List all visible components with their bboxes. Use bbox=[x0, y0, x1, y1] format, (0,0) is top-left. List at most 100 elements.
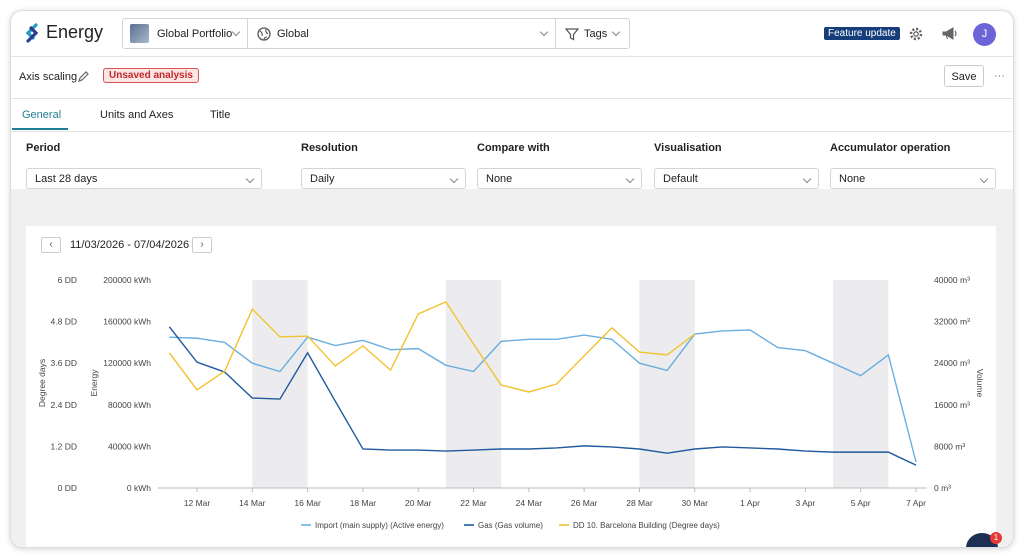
filter-label: Resolution bbox=[301, 142, 358, 154]
settings-icon[interactable] bbox=[908, 26, 924, 42]
y-tick-label: 0 m³ bbox=[934, 483, 951, 493]
legend-label: Gas (Gas volume) bbox=[478, 521, 543, 530]
y-tick-label: 120000 kWh bbox=[103, 358, 151, 368]
x-tick-label: 3 Apr bbox=[795, 498, 815, 508]
filter-select[interactable]: Daily bbox=[301, 168, 466, 189]
analysis-title: Axis scaling bbox=[19, 71, 78, 83]
x-tick-label: 30 Mar bbox=[682, 498, 709, 508]
x-tick-label: 24 Mar bbox=[516, 498, 543, 508]
series-line bbox=[168, 300, 696, 393]
axis-title: Energy bbox=[89, 369, 99, 397]
filter-value: Daily bbox=[310, 173, 335, 185]
globe-icon bbox=[257, 27, 271, 41]
weekend-band bbox=[833, 280, 889, 488]
filter-select[interactable]: None bbox=[477, 168, 642, 189]
x-tick-label: 26 Mar bbox=[571, 498, 598, 508]
tab[interactable]: Title bbox=[210, 109, 231, 121]
y-tick-label: 32000 m³ bbox=[934, 317, 970, 327]
axis-title: Degree days bbox=[37, 359, 47, 407]
x-tick-label: 28 Mar bbox=[626, 498, 653, 508]
y-tick-label: 40000 m³ bbox=[934, 275, 970, 285]
y-tick-label: 0 kWh bbox=[127, 483, 151, 493]
chat-badge: 1 bbox=[990, 532, 1002, 544]
y-tick-label: 80000 kWh bbox=[108, 400, 151, 410]
x-tick-label: 22 Mar bbox=[460, 498, 487, 508]
chevron bbox=[979, 174, 989, 184]
x-tick-label: 20 Mar bbox=[405, 498, 432, 508]
edit-icon[interactable] bbox=[77, 71, 89, 83]
x-tick-label: 18 Mar bbox=[350, 498, 377, 508]
filter-select[interactable]: Last 28 days bbox=[26, 168, 262, 189]
filter-select[interactable]: None bbox=[830, 168, 996, 189]
more-menu[interactable]: ··· bbox=[994, 70, 1005, 82]
y-tick-label: 2.4 DD bbox=[51, 400, 77, 410]
y-tick-label: 24000 m³ bbox=[934, 358, 970, 368]
x-tick-label: 14 Mar bbox=[239, 498, 266, 508]
tab-bar: General Units and Axes Title bbox=[11, 99, 1013, 132]
filter-value: Default bbox=[663, 173, 698, 185]
filter-select[interactable]: Default bbox=[654, 168, 819, 189]
unsaved-badge: Unsaved analysis bbox=[103, 68, 199, 83]
chevron bbox=[245, 174, 255, 184]
filter-value: Last 28 days bbox=[35, 173, 98, 185]
y-tick-label: 0 DD bbox=[58, 483, 77, 493]
toolbar: Axis scaling Unsaved analysis Save ··· bbox=[11, 57, 1013, 99]
portfolio-name: Global Portfolio bbox=[157, 28, 233, 40]
y-tick-label: 200000 kWh bbox=[103, 275, 151, 285]
legend-label: Import (main supply) (Active energy) bbox=[315, 521, 444, 530]
x-tick-label: 5 Apr bbox=[851, 498, 871, 508]
legend-label: DD 10. Barcelona Building (Degree days) bbox=[573, 521, 720, 530]
save-button[interactable]: Save bbox=[944, 65, 984, 87]
x-tick-label: 1 Apr bbox=[740, 498, 760, 508]
series-line bbox=[169, 329, 917, 463]
x-tick-label: 16 Mar bbox=[294, 498, 321, 508]
filter-value: None bbox=[839, 173, 866, 185]
portfolio-thumb bbox=[130, 24, 149, 43]
x-tick-label: 7 Apr bbox=[906, 498, 926, 508]
y-tick-label: 40000 kWh bbox=[108, 441, 151, 451]
tags-label: Tags bbox=[584, 28, 608, 40]
axis-title: Volume bbox=[975, 369, 985, 398]
y-tick-label: 8000 m³ bbox=[934, 441, 965, 451]
y-tick-label: 6 DD bbox=[58, 275, 77, 285]
tab[interactable]: General bbox=[22, 109, 62, 121]
chevron bbox=[802, 174, 812, 184]
filter-icon bbox=[565, 28, 579, 41]
filter-label: Visualisation bbox=[654, 142, 722, 154]
x-tick-label: 12 Mar bbox=[184, 498, 211, 508]
filter-label: Accumulator operation bbox=[830, 142, 951, 154]
chevron bbox=[539, 27, 549, 37]
tab[interactable]: Units and Axes bbox=[100, 109, 174, 121]
scope-name: Global bbox=[277, 28, 309, 40]
weekend-band bbox=[445, 280, 502, 488]
filter-row: Period Last 28 days Resolution Daily Compare… bbox=[11, 132, 1013, 189]
weekend-band bbox=[252, 280, 308, 488]
y-tick-label: 160000 kWh bbox=[103, 317, 151, 327]
divider bbox=[247, 19, 248, 48]
y-tick-label: 4.8 DD bbox=[51, 317, 77, 327]
chart: 0 DD 1.2 DD 2.4 DD 3.6 DD 4.8 DD 6 DD 0 kWh 400… bbox=[37, 275, 985, 530]
app-window: Energy Global Portfolio Global Tags Feat… bbox=[10, 10, 1014, 548]
prev-button[interactable]: ‹ bbox=[41, 237, 61, 253]
avatar[interactable]: J bbox=[973, 23, 996, 46]
announcement-icon[interactable] bbox=[942, 27, 958, 41]
y-tick-label: 1.2 DD bbox=[51, 441, 77, 451]
chevron bbox=[625, 174, 635, 184]
filter-value: None bbox=[486, 173, 513, 185]
series-line bbox=[168, 326, 917, 466]
top-bar: Energy Global Portfolio Global Tags Feat… bbox=[11, 11, 1013, 57]
weekend-band bbox=[639, 280, 695, 488]
logo-text: Energy bbox=[46, 22, 104, 42]
y-tick-label: 16000 m³ bbox=[934, 400, 970, 410]
next-button[interactable]: › bbox=[192, 237, 212, 253]
date-range: 11/03/2026 - 07/04/2026 bbox=[70, 239, 190, 251]
chevron bbox=[611, 27, 621, 37]
divider bbox=[555, 19, 556, 48]
filter-label: Compare with bbox=[477, 142, 550, 154]
y-tick-label: 3.6 DD bbox=[51, 358, 77, 368]
chevron bbox=[231, 27, 241, 37]
chevron bbox=[449, 174, 459, 184]
portfolio-selector[interactable]: Global Portfolio Global Tags bbox=[122, 18, 630, 49]
feature-badge[interactable]: Feature update bbox=[824, 27, 900, 40]
